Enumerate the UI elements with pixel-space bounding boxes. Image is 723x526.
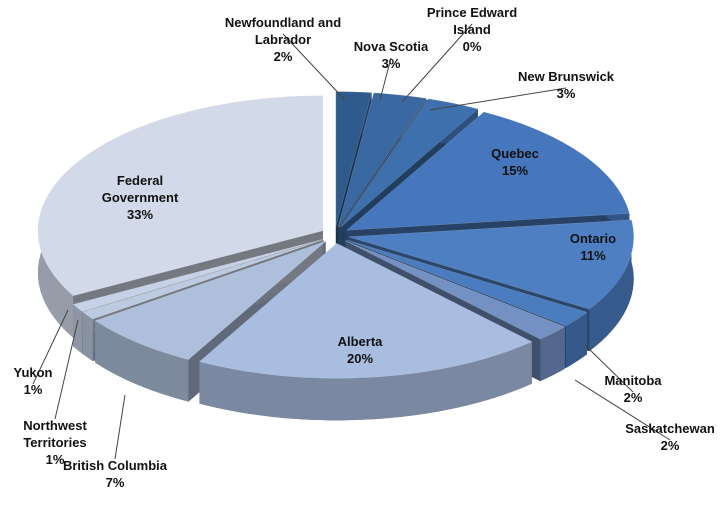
category-label: British Columbia [62,458,167,473]
value-label: 7% [105,475,125,490]
category-label: Nova Scotia [353,39,429,54]
slice-wall [540,326,565,382]
value-label: 3% [556,86,576,101]
slice-wall [565,312,587,368]
value-label: 2% [273,49,293,64]
slice [94,241,326,360]
slice [348,219,634,310]
data-label: Yukon 1% [3,364,63,398]
data-label: Newfoundland and Labrador 2% [218,14,348,65]
leader-line [401,23,473,103]
leader-line [114,394,126,460]
category-label: Saskatchewan [625,421,715,436]
category-label: Prince Edward Island [426,5,518,37]
leader-line [282,33,346,101]
value-label: 15% [501,163,529,178]
category-label: New Brunswick [517,69,615,84]
leader-line [429,87,567,111]
category-label: Quebec [491,146,539,161]
slice-wall [589,219,634,352]
data-label: Ontario 11% [553,230,633,264]
leader-line [379,57,392,101]
data-label: Saskatchewan 2% [615,420,723,454]
data-label: British Columbia 7% [35,457,195,491]
slice [337,92,427,227]
category-label: Northwest Territories [23,418,87,450]
slice-wall [82,312,93,362]
slice [339,98,428,228]
data-label: Northwest Territories 1% [0,417,110,468]
slice [345,111,630,231]
category-label: Yukon [13,365,53,380]
value-label: 3% [381,56,401,71]
data-label: Nova Scotia 3% [336,38,446,72]
value-label: 2% [660,438,680,453]
slice-wall [73,304,83,354]
value-label: 1% [23,382,43,397]
category-label: Alberta [337,334,383,349]
data-label: Prince Edward Island 0% [422,4,522,55]
leader-line [574,379,671,441]
slice [340,98,479,228]
leader-line [584,344,634,393]
slice [198,243,533,379]
leader-line [32,309,69,385]
slice-tops [37,91,634,379]
slice [346,239,588,327]
slice-wall [199,341,532,421]
data-label: Quebec 15% [475,145,555,179]
category-label: Manitoba [604,373,662,388]
value-label: 1% [45,452,65,467]
value-label: 11% [580,248,606,263]
data-label: Alberta 20% [320,333,400,367]
category-label: Federal Government [101,173,179,205]
value-label: 2% [623,390,643,405]
slice [345,240,566,340]
category-label: Newfoundland and Labrador [224,15,342,47]
slice-wall [95,320,189,402]
value-label: 33% [126,207,154,222]
value-label: 20% [346,351,374,366]
value-label: 0% [462,39,482,54]
slice [335,91,372,227]
leader-line [54,319,79,420]
data-label: Federal Government 33% [80,172,200,223]
data-label: Manitoba 2% [588,372,678,406]
slice [37,95,324,297]
category-label: Ontario [569,231,617,246]
slice [82,239,324,320]
slice [72,239,324,312]
data-label: New Brunswick 3% [501,68,631,102]
